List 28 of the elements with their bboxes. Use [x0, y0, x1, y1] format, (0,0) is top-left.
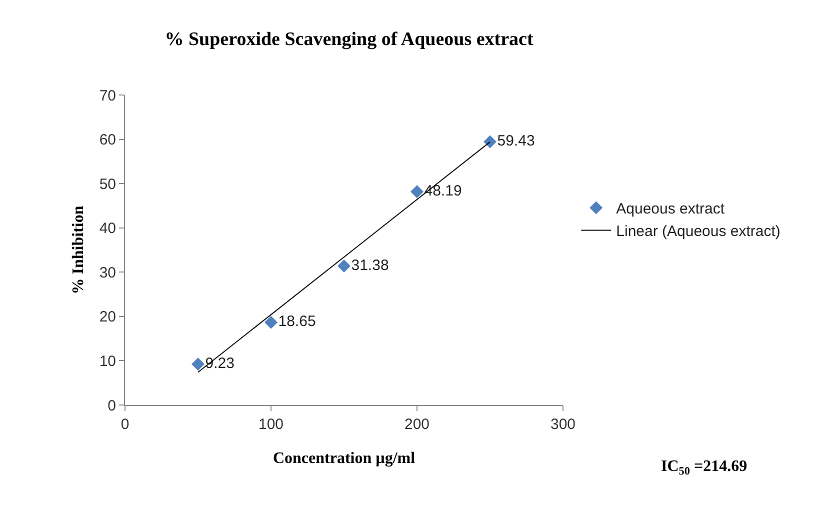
- x-tick-label: 100: [258, 416, 284, 433]
- y-tick-label: 30: [99, 264, 116, 282]
- data-label: 59.43: [497, 132, 535, 150]
- y-tick-label: 50: [99, 176, 116, 193]
- data-label: 18.65: [278, 313, 316, 330]
- y-tick-label: 10: [99, 352, 116, 370]
- x-tick-label: 200: [404, 416, 430, 433]
- x-axis-title: Concentration µg/ml: [272, 450, 416, 467]
- x-tick-label: 0: [120, 416, 130, 433]
- point: [338, 260, 350, 273]
- data-label: 9.23: [205, 354, 234, 372]
- y-tick-label: 40: [99, 220, 116, 238]
- y-axis-title: % Inhibition: [70, 206, 87, 294]
- y-tick-label: 70: [99, 87, 116, 104]
- legend-label: Linear (Aqueous extract): [616, 223, 780, 240]
- point: [410, 185, 424, 198]
- y-tick-label: 60: [99, 132, 116, 149]
- text: IC$_{50}$ =214.69: [661, 458, 748, 478]
- y-tick-label: 0: [108, 397, 116, 414]
- legend-label: Aqueous extract: [616, 200, 726, 218]
- y-tick-label: 20: [99, 308, 116, 326]
- point: [484, 135, 496, 148]
- point: [264, 316, 278, 329]
- data-label: 31.38: [351, 256, 389, 274]
- x-tick-label: 300: [550, 416, 576, 433]
- data-label: 48.19: [424, 182, 462, 200]
- point: [192, 358, 204, 371]
- chart-title: % Superoxide Scavenging of Aqueous extract: [164, 28, 534, 50]
